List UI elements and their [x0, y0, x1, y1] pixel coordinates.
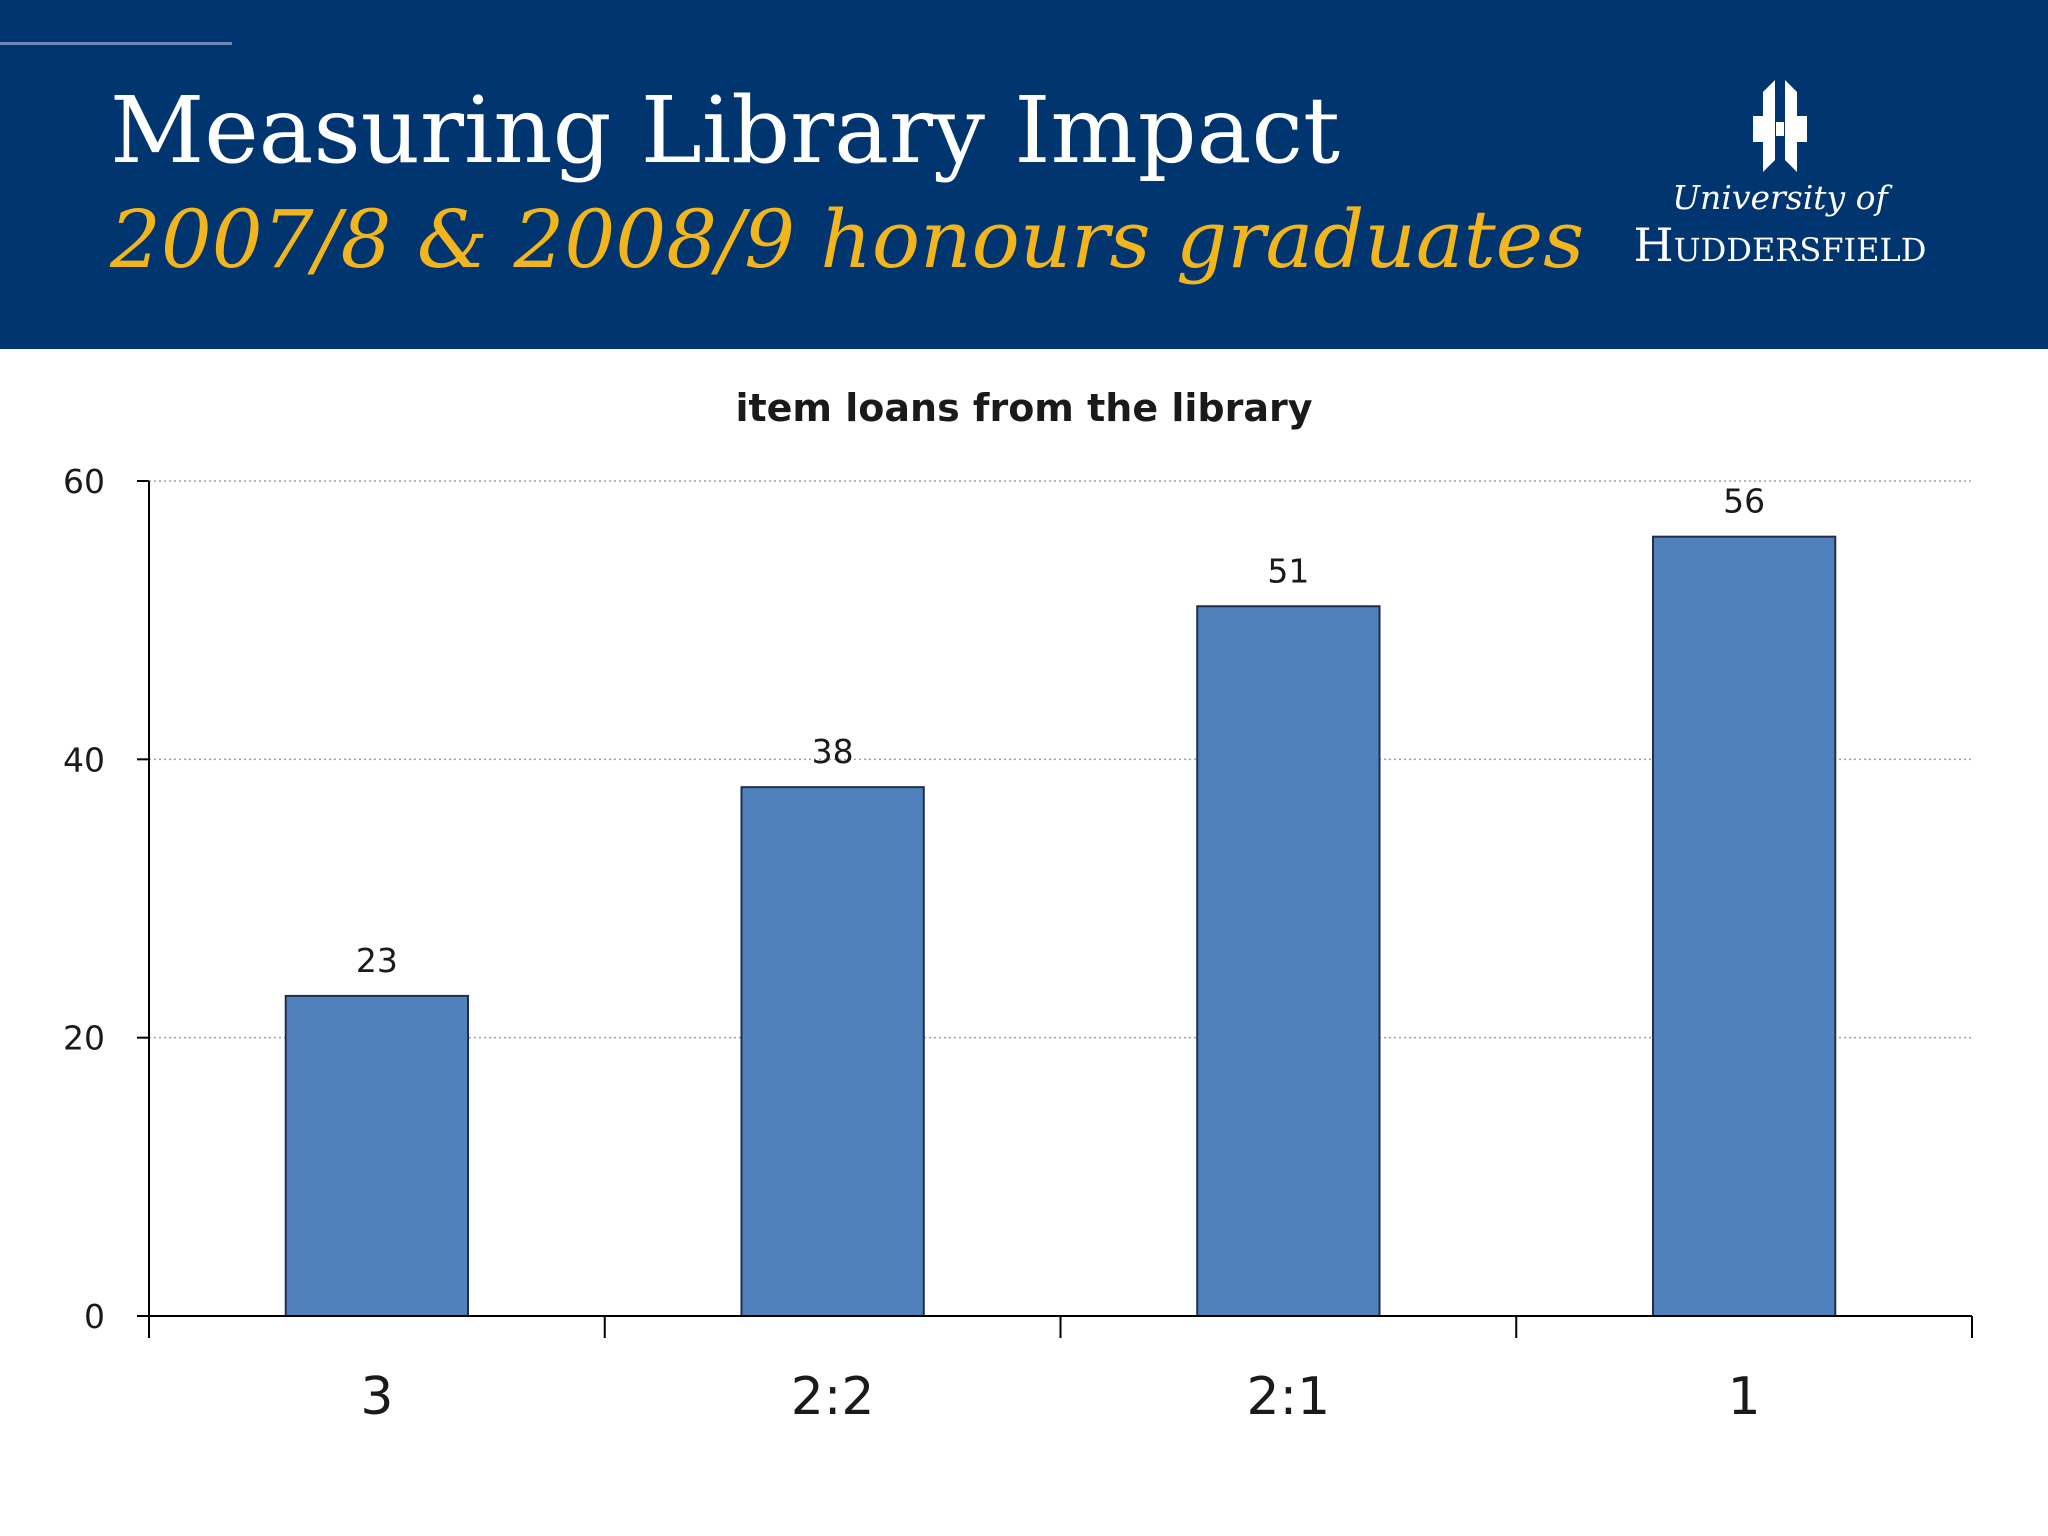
- y-tick-label: 60: [63, 462, 105, 501]
- data-label: 51: [1267, 551, 1309, 590]
- logo-text-university-of: University of: [1672, 178, 1888, 217]
- gridlines: [149, 480, 1972, 1039]
- bars: [284, 535, 1837, 1318]
- y-tick-label: 0: [84, 1297, 105, 1336]
- data-label: 38: [812, 732, 854, 771]
- slide-title: Measuring Library Impact: [110, 77, 1341, 184]
- slide-header: Measuring Library Impact 2007/8 & 2008/9…: [0, 0, 2048, 349]
- x-tick-label: 2:1: [1247, 1367, 1331, 1427]
- y-tick-label: 20: [63, 1019, 105, 1058]
- x-tick-label: 2:2: [791, 1367, 875, 1427]
- labels: 0 20 40 60 23 3 38 2:2 51 2:1 56 1: [63, 462, 1765, 1427]
- bar: [740, 786, 925, 1317]
- chart-title: item loans from the library: [735, 386, 1312, 430]
- logo-text-huddersfield: Huddersfield: [1633, 218, 1927, 272]
- x-tick-label: 1: [1728, 1367, 1761, 1427]
- x-tick-label: 3: [360, 1367, 393, 1427]
- axes: [137, 480, 1973, 1338]
- bar: [284, 994, 470, 1318]
- y-tick-label: 40: [63, 740, 105, 779]
- data-label: 56: [1723, 482, 1765, 521]
- bar: [1196, 605, 1381, 1317]
- university-crest-icon: [1753, 80, 1807, 172]
- university-logo: University of Huddersfield: [1600, 76, 1960, 276]
- header-accent-line: [0, 42, 232, 45]
- data-label: 23: [356, 941, 398, 980]
- bar: [1651, 535, 1837, 1317]
- slide-subtitle: 2007/8 & 2008/9 honours graduates: [110, 193, 1585, 286]
- bar-chart: item loans from the library 0 20 40 60 23 3 38…: [63, 386, 1973, 1427]
